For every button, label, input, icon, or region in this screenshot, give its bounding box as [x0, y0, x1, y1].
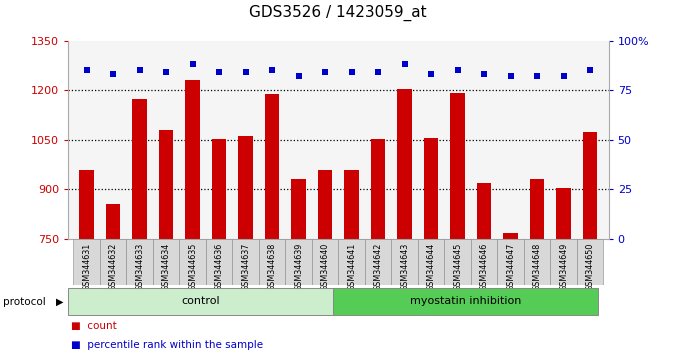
Bar: [68, 288, 333, 315]
Bar: [206, 239, 233, 285]
Bar: [397, 88, 412, 239]
Point: [320, 70, 330, 75]
Bar: [291, 179, 306, 239]
Point: [452, 68, 463, 73]
Text: GSM344632: GSM344632: [109, 242, 118, 291]
Bar: [286, 239, 312, 285]
Bar: [133, 98, 147, 239]
Point: [505, 74, 516, 79]
Text: GDS3526 / 1423059_at: GDS3526 / 1423059_at: [250, 5, 427, 21]
Bar: [73, 239, 100, 285]
Bar: [583, 132, 597, 239]
Bar: [180, 239, 206, 285]
Text: GSM344633: GSM344633: [135, 242, 144, 291]
Text: GSM344638: GSM344638: [267, 242, 277, 291]
Bar: [339, 239, 364, 285]
Bar: [497, 239, 524, 285]
Bar: [444, 239, 471, 285]
Text: GSM344647: GSM344647: [506, 242, 515, 291]
Text: GSM344645: GSM344645: [453, 242, 462, 291]
Bar: [153, 239, 180, 285]
Point: [479, 72, 490, 77]
Text: protocol: protocol: [3, 297, 46, 307]
Text: GSM344636: GSM344636: [215, 242, 224, 291]
Bar: [233, 239, 259, 285]
Bar: [265, 94, 279, 239]
Point: [373, 70, 384, 75]
Bar: [106, 204, 120, 239]
Bar: [100, 239, 126, 285]
Text: GSM344642: GSM344642: [373, 242, 383, 291]
Bar: [471, 239, 497, 285]
Bar: [477, 183, 492, 239]
Bar: [364, 239, 391, 285]
Bar: [371, 139, 386, 239]
Text: GSM344640: GSM344640: [320, 242, 330, 291]
Text: GSM344641: GSM344641: [347, 242, 356, 291]
Point: [346, 70, 357, 75]
Bar: [158, 130, 173, 239]
Point: [585, 68, 596, 73]
Bar: [126, 239, 153, 285]
Bar: [503, 233, 518, 239]
Text: GSM344646: GSM344646: [479, 242, 488, 291]
Text: GSM344644: GSM344644: [426, 242, 436, 291]
Bar: [333, 288, 598, 315]
Text: GSM344637: GSM344637: [241, 242, 250, 291]
Bar: [530, 179, 544, 239]
Bar: [185, 80, 200, 239]
Bar: [424, 138, 439, 239]
Text: GSM344631: GSM344631: [82, 242, 91, 291]
Bar: [211, 139, 226, 239]
Point: [134, 68, 145, 73]
Text: GSM344649: GSM344649: [559, 242, 568, 291]
Point: [107, 72, 118, 77]
Point: [426, 72, 437, 77]
Bar: [556, 188, 571, 239]
Point: [532, 74, 543, 79]
Text: GSM344639: GSM344639: [294, 242, 303, 291]
Point: [293, 74, 304, 79]
Bar: [391, 239, 418, 285]
Point: [558, 74, 569, 79]
Point: [214, 70, 224, 75]
Bar: [344, 170, 359, 239]
Bar: [318, 170, 333, 239]
Text: GSM344635: GSM344635: [188, 242, 197, 291]
Point: [267, 68, 277, 73]
Bar: [259, 239, 286, 285]
Text: GSM344648: GSM344648: [532, 242, 541, 291]
Bar: [238, 136, 253, 239]
Text: ■  count: ■ count: [71, 321, 117, 331]
Text: GSM344634: GSM344634: [162, 242, 171, 291]
Text: ■  percentile rank within the sample: ■ percentile rank within the sample: [71, 340, 264, 350]
Text: GSM344650: GSM344650: [585, 242, 594, 291]
Bar: [418, 239, 444, 285]
Bar: [577, 239, 603, 285]
Bar: [550, 239, 577, 285]
Point: [399, 62, 410, 67]
Point: [160, 70, 171, 75]
Point: [81, 68, 92, 73]
Text: control: control: [181, 296, 220, 306]
Bar: [450, 93, 465, 239]
Bar: [524, 239, 550, 285]
Text: GSM344643: GSM344643: [400, 242, 409, 291]
Point: [240, 70, 251, 75]
Bar: [80, 170, 94, 239]
Text: myostatin inhibition: myostatin inhibition: [410, 296, 521, 306]
Text: ▶: ▶: [56, 297, 63, 307]
Bar: [312, 239, 339, 285]
Point: [187, 62, 198, 67]
